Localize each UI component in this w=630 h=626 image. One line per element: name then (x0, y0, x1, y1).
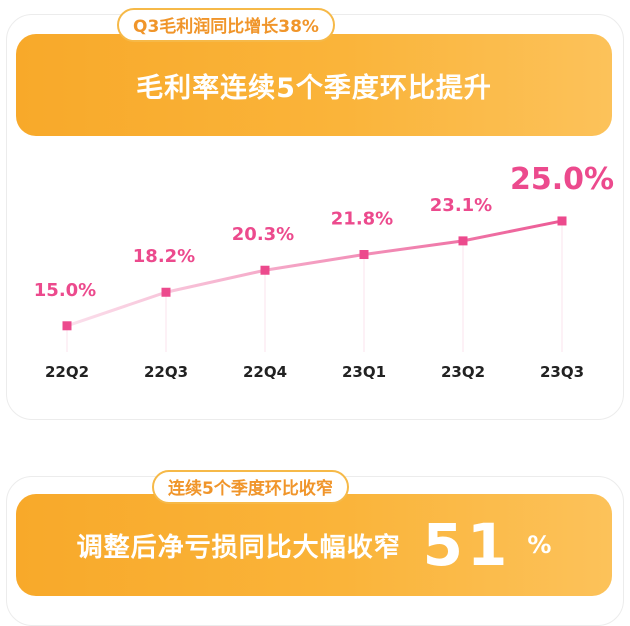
value-label-22Q2: 15.0% (34, 280, 96, 301)
value-label-23Q1: 21.8% (331, 209, 393, 230)
net-loss-percent-sign: % (527, 531, 552, 559)
x-tick-label-22Q3: 22Q3 (144, 363, 188, 381)
value-label-22Q3: 18.2% (133, 246, 195, 267)
gross-profit-growth-tag: Q3毛利润同比增长38% (117, 8, 335, 42)
data-point-23Q2 (458, 236, 468, 246)
value-label-23Q2: 23.1% (430, 195, 492, 216)
net-loss-banner-title: 调整后净亏损同比大幅收窄 (76, 532, 401, 563)
series-line (66, 219, 563, 328)
net-loss-narrow-number: 51 (422, 511, 512, 579)
data-point-22Q4 (260, 265, 270, 275)
net-loss-banner: 调整后净亏损同比大幅收窄 51 % (16, 494, 612, 596)
data-point-23Q1 (359, 250, 369, 260)
net-loss-narrowing-tag: 连续5个季度环比收窄 (152, 470, 349, 504)
gross-margin-banner: 毛利率连续5个季度环比提升 (16, 34, 612, 136)
data-point-22Q2 (62, 321, 72, 331)
value-label-22Q4: 20.3% (232, 224, 294, 245)
x-tick-label-22Q4: 22Q4 (243, 363, 287, 381)
x-tick-label-23Q3: 23Q3 (540, 363, 584, 381)
value-label-23Q3: 25.0% (510, 162, 614, 197)
gross-margin-banner-title: 毛利率连续5个季度环比提升 (136, 72, 492, 104)
x-tick-label-22Q2: 22Q2 (45, 363, 89, 381)
x-tick-label-23Q1: 23Q1 (342, 363, 386, 381)
x-tick-label-23Q2: 23Q2 (441, 363, 485, 381)
data-point-23Q3 (557, 216, 567, 226)
data-point-22Q3 (161, 287, 171, 297)
gross-margin-line-chart: 15.0% 18.2% 20.3% 21.8% 23.1% 25.0% 22Q2 22Q3 2… (34, 162, 614, 381)
